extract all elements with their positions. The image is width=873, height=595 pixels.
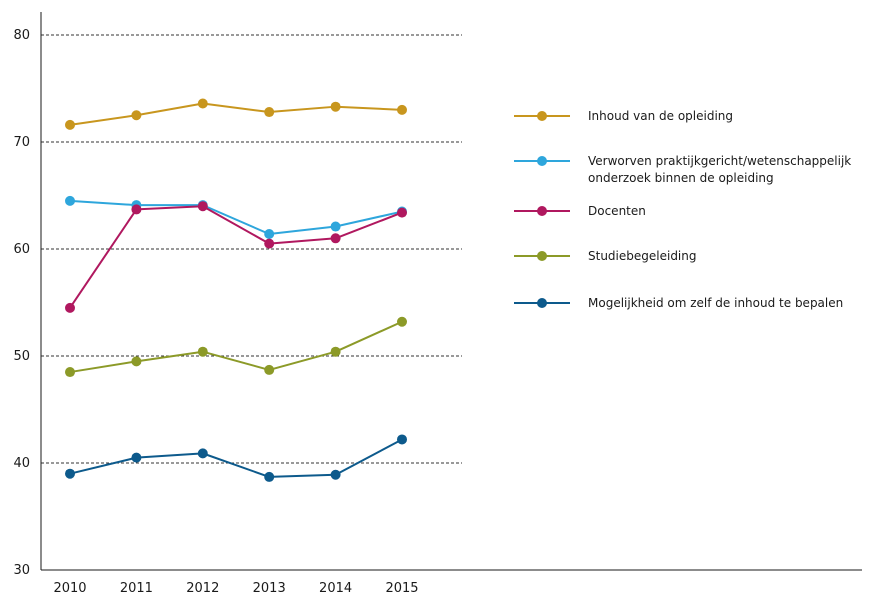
data-point (397, 316, 407, 327)
legend-item: Verworven praktijkgericht/wetenschappeli… (514, 154, 851, 185)
series-line (69, 199, 403, 236)
series-line (69, 102, 403, 126)
legend-item: Studiebegeleiding (514, 249, 697, 263)
legend-label-line: Mogelijkheid om zelf de inhoud te bepale… (588, 296, 843, 310)
series-3 (65, 201, 407, 313)
gridlines (41, 34, 462, 464)
legend-item: Docenten (514, 204, 646, 218)
data-point (197, 98, 208, 109)
data-point (264, 229, 275, 240)
series-4 (65, 316, 407, 378)
data-point (397, 207, 407, 218)
data-point (65, 195, 75, 206)
legend-label-line: Inhoud van de opleiding (588, 109, 733, 123)
data-point (131, 110, 142, 121)
data-point (397, 434, 407, 445)
legend-item: Mogelijkheid om zelf de inhoud te bepale… (514, 296, 843, 310)
data-point (197, 201, 208, 212)
data-point (330, 221, 341, 232)
legend: Inhoud van de opleiding Verworven praktij… (514, 109, 851, 310)
series-5 (65, 434, 407, 482)
legend-marker (537, 111, 547, 121)
legend-marker (537, 156, 547, 166)
data-point (197, 346, 208, 357)
legend-label-line: Docenten (588, 204, 646, 218)
series-line (69, 320, 403, 374)
data-point (131, 452, 142, 463)
legend-label: Docenten (588, 204, 646, 218)
y-tick-label: 70 (13, 135, 30, 150)
y-tick-label: 60 (13, 242, 30, 257)
data-point (65, 119, 75, 130)
x-tick-label: 2013 (253, 581, 286, 595)
data-point (65, 302, 75, 313)
data-point (330, 101, 341, 112)
y-tick-label: 40 (13, 456, 30, 471)
legend-item: Inhoud van de opleiding (514, 109, 733, 123)
legend-label: Inhoud van de opleiding (588, 109, 733, 123)
y-tick-label: 80 (13, 28, 30, 43)
axes: 30 40 50 60 70 80 2010 2011 2012 2013 2014 2015 (13, 12, 862, 595)
legend-label: Mogelijkheid om zelf de inhoud te bepale… (588, 296, 843, 310)
data-point (330, 346, 341, 357)
x-tick-label: 2015 (385, 581, 418, 595)
data-point (330, 469, 341, 480)
legend-marker (537, 206, 547, 216)
series-1 (65, 98, 407, 130)
legend-label: Studiebegeleiding (588, 249, 697, 263)
data-point (197, 448, 208, 459)
legend-marker (537, 298, 547, 308)
series-2 (65, 195, 407, 240)
data-point (264, 471, 275, 482)
x-tick-label: 2011 (120, 581, 153, 595)
legend-label: Verworven praktijkgericht/wetenschappeli… (588, 154, 851, 185)
x-tick-label: 2010 (53, 581, 86, 595)
data-point (264, 364, 275, 375)
x-tick-label: 2014 (319, 581, 352, 595)
data-point (65, 367, 75, 378)
legend-label-line: Studiebegeleiding (588, 249, 697, 263)
data-point (264, 238, 275, 249)
data-point (330, 233, 341, 244)
data-point (65, 468, 75, 479)
legend-label-line: Verworven praktijkgericht/wetenschappeli… (588, 154, 851, 168)
data-point (131, 356, 142, 367)
y-tick-label: 50 (13, 349, 30, 364)
data-point (264, 107, 275, 118)
series-line (69, 438, 403, 478)
legend-label-line: onderzoek binnen de opleiding (588, 171, 774, 185)
series-lines (65, 98, 407, 482)
y-tick-label: 30 (13, 563, 30, 578)
data-point (131, 204, 142, 215)
legend-marker (537, 251, 547, 261)
x-tick-label: 2012 (186, 581, 219, 595)
series-line (69, 205, 403, 309)
data-point (397, 104, 407, 115)
